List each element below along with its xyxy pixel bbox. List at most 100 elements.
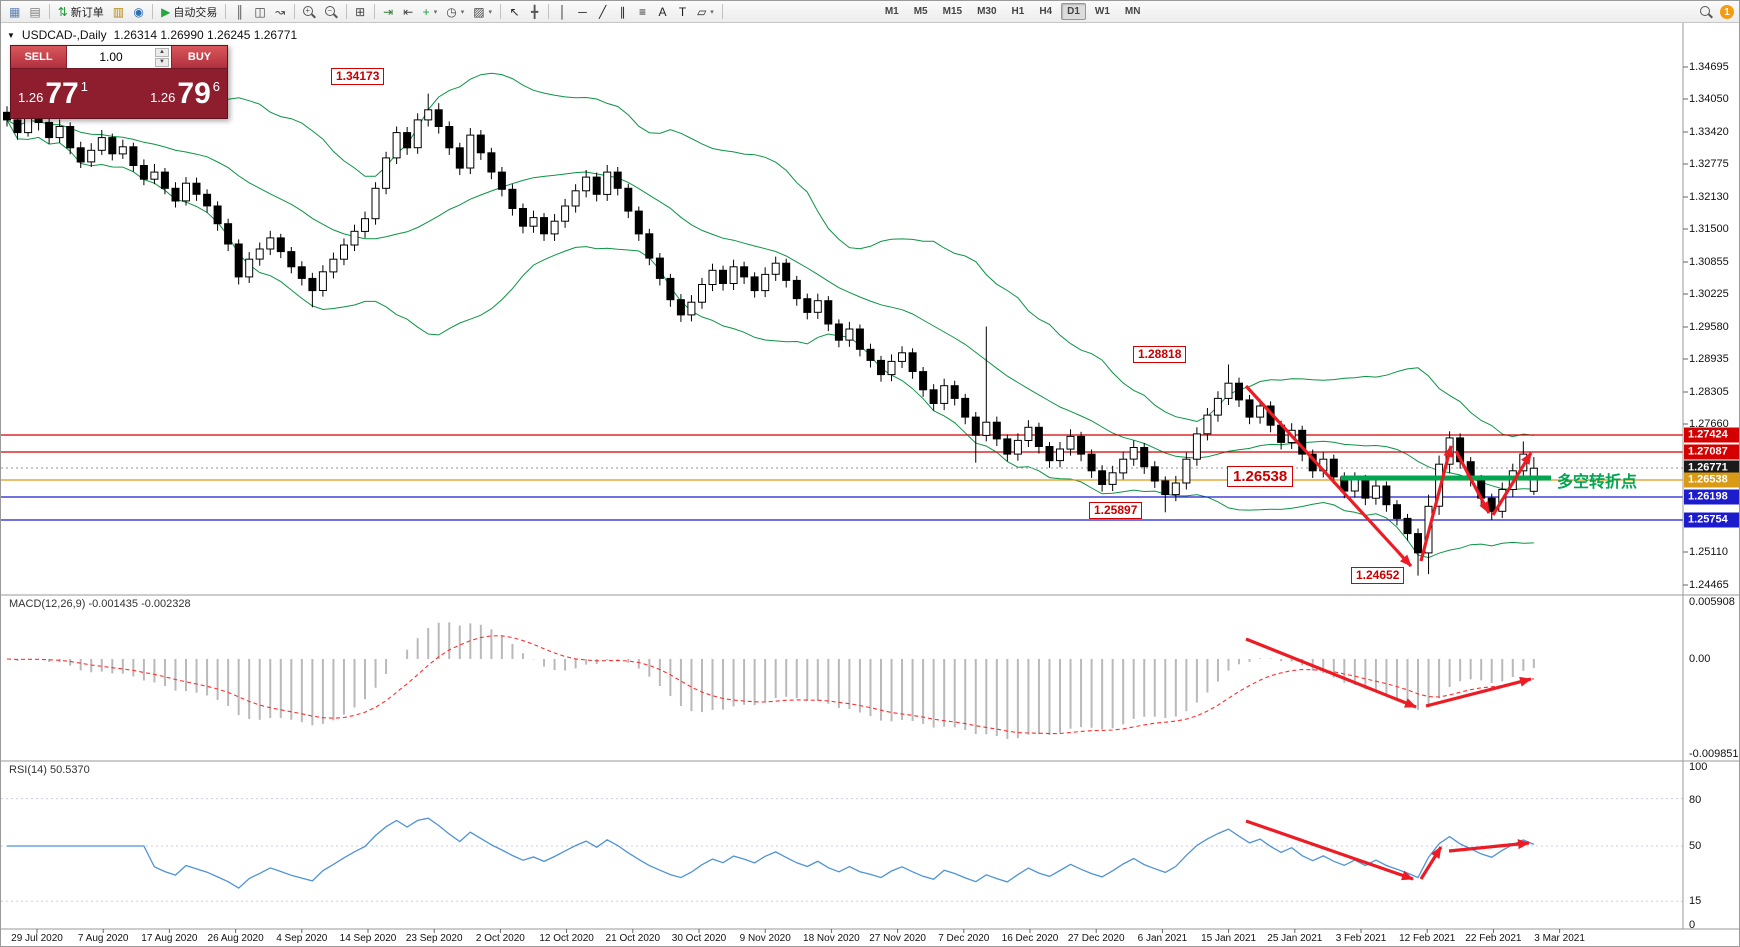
tile-windows-icon[interactable]: ⊞ bbox=[351, 3, 370, 21]
chart-profiles-icon: ▤ bbox=[29, 4, 41, 19]
ohlc-values: 1.26314 1.26990 1.26245 1.26771 bbox=[113, 28, 298, 42]
toolbar-separator bbox=[373, 4, 375, 19]
trendline-icon: ╱ bbox=[598, 4, 607, 19]
bars-chart-icon[interactable]: ║ bbox=[230, 3, 249, 21]
crosshair-icon: ╋ bbox=[530, 4, 539, 19]
volume-down-button[interactable]: ▼ bbox=[155, 57, 169, 67]
zoom-in-icon[interactable]: + bbox=[299, 3, 320, 21]
line-chart-icon[interactable]: ↝ bbox=[271, 3, 290, 21]
timeframe-m30[interactable]: M30 bbox=[977, 6, 997, 17]
chart-shift-icon: ⇤ bbox=[403, 4, 414, 19]
toolbar-separator bbox=[548, 4, 550, 19]
crosshair-icon[interactable]: ╋ bbox=[525, 3, 544, 21]
sell-price-pip: 1 bbox=[80, 78, 88, 94]
arrows-tool-button: ▱ bbox=[697, 4, 707, 19]
sell-price[interactable]: 1.26 77 1 bbox=[18, 76, 88, 110]
buy-button[interactable]: BUY bbox=[171, 46, 227, 68]
new-order-button[interactable]: ⇅ 新订单 bbox=[54, 3, 108, 21]
text-icon[interactable]: A bbox=[653, 3, 672, 21]
market-depth-icon[interactable]: ▥ bbox=[109, 3, 128, 21]
candlestick-chart-icon: ◫ bbox=[254, 4, 266, 19]
timeframe-m1[interactable]: M1 bbox=[884, 6, 899, 17]
toolbar-separator bbox=[225, 4, 227, 19]
trendline-icon[interactable]: ╱ bbox=[593, 3, 612, 21]
market-depth-icon: ▥ bbox=[112, 4, 125, 19]
cursor-icon: ↖ bbox=[509, 4, 520, 19]
arrows-tool-button[interactable]: ▱ ▾ bbox=[693, 3, 718, 21]
macd-signal-line bbox=[6, 635, 1534, 735]
toolbar-separator bbox=[500, 4, 502, 19]
timeframe-m15[interactable]: M15 bbox=[942, 6, 963, 17]
templates-button[interactable]: ▨ ▾ bbox=[469, 3, 496, 21]
rsi-arrows[interactable] bbox=[1245, 819, 1530, 881]
channel-icon[interactable]: ∥ bbox=[613, 3, 632, 21]
indicators-button[interactable]: + ▾ bbox=[419, 3, 442, 21]
chevron-down-icon: ▾ bbox=[433, 8, 438, 16]
text-label-icon[interactable]: T bbox=[673, 3, 692, 21]
rsi-levels bbox=[1, 798, 1683, 902]
toolbar-separator bbox=[48, 4, 50, 19]
trend-arrows[interactable] bbox=[1244, 384, 1533, 568]
vertical-line-icon[interactable]: │ bbox=[553, 3, 572, 21]
timeframe-d1[interactable]: D1 bbox=[1061, 3, 1086, 20]
bollinger-lower-band bbox=[6, 119, 1534, 559]
chevron-down-icon: ▾ bbox=[488, 8, 493, 16]
templates-button: ▨ bbox=[473, 4, 485, 19]
vertical-line-icon: │ bbox=[558, 4, 567, 19]
line-chart-icon: ↝ bbox=[275, 4, 286, 19]
zoom-out-icon[interactable]: − bbox=[321, 3, 342, 21]
chart-profiles-icon[interactable]: ▤ bbox=[25, 3, 44, 21]
channel-icon: ∥ bbox=[619, 4, 626, 19]
rsi-line bbox=[7, 817, 1535, 889]
chart-shift-icon[interactable]: ⇤ bbox=[399, 3, 418, 21]
autotrading-button[interactable]: ▶ 自动交易 bbox=[157, 3, 221, 21]
sell-button[interactable]: SELL bbox=[11, 46, 67, 68]
cursor-icon[interactable]: ↖ bbox=[505, 3, 524, 21]
toolbar-items: ▦ ▤ ⇅ 新订单 ▥ ◉ ▶ 自动交易 ║ ◫ ↝ + − ⊞ ⇥ ⇤ + ▾ ◷ ▾ ▨ ▾ ↖ ╋ │ ─ ╱ ∥ ≡ A T ▱ ▾ M1… bbox=[5, 3, 1147, 21]
volume-value[interactable]: 1.00 bbox=[99, 50, 123, 64]
fibonacci-icon[interactable]: ≡ bbox=[633, 3, 652, 21]
toolbar-right: 1 bbox=[1700, 1, 1734, 23]
timeframe-h4[interactable]: H4 bbox=[1039, 6, 1053, 17]
timeframe-h1[interactable]: H1 bbox=[1011, 6, 1025, 17]
timeframe-mn[interactable]: MN bbox=[1124, 6, 1141, 17]
timeframe-w1[interactable]: W1 bbox=[1094, 6, 1110, 17]
volume-up-button[interactable]: ▲ bbox=[155, 47, 169, 57]
new-chart-icon[interactable]: ▦ bbox=[5, 3, 24, 21]
candlestick-chart-icon[interactable]: ◫ bbox=[250, 3, 269, 21]
macd-label: MACD(12,26,9) -0.001435 -0.002328 bbox=[9, 598, 191, 610]
new-order-button: ⇅ bbox=[57, 4, 68, 19]
new-chart-icon: ▦ bbox=[9, 4, 21, 19]
toolbar-separator bbox=[152, 4, 154, 19]
horizontal-line-icon[interactable]: ─ bbox=[573, 3, 592, 21]
community-icon: ◉ bbox=[133, 4, 144, 19]
tile-windows-icon: ⊞ bbox=[355, 4, 366, 19]
periods-button[interactable]: ◷ ▾ bbox=[442, 3, 468, 21]
search-icon[interactable] bbox=[1700, 6, 1710, 16]
chevron-down-icon: ▾ bbox=[460, 8, 465, 16]
autotrading-button: ▶ bbox=[161, 4, 171, 19]
toolbar-separator bbox=[293, 4, 295, 19]
community-icon[interactable]: ◉ bbox=[129, 3, 148, 21]
volume-input[interactable]: 1.00 ▲ ▼ bbox=[67, 46, 171, 68]
buy-price[interactable]: 1.26 79 6 bbox=[150, 77, 220, 110]
notification-badge[interactable]: 1 bbox=[1720, 5, 1734, 19]
toolbar-separator bbox=[721, 4, 723, 19]
candles bbox=[3, 79, 1538, 576]
sell-price-big: 77 bbox=[45, 76, 79, 110]
horizontal-line-objects[interactable] bbox=[1, 434, 1683, 521]
chevron-down-icon: ▾ bbox=[710, 8, 714, 16]
periods-button: ◷ bbox=[446, 4, 457, 19]
timeframe-m5[interactable]: M5 bbox=[913, 6, 928, 17]
one-click-toggle-icon[interactable]: ▼ bbox=[7, 30, 15, 40]
main-toolbar: ▦ ▤ ⇅ 新订单 ▥ ◉ ▶ 自动交易 ║ ◫ ↝ + − ⊞ ⇥ ⇤ + ▾ ◷ ▾ ▨ ▾ ↖ ╋ │ ─ ╱ ∥ ≡ A T ▱ ▾ M1… bbox=[1, 1, 1739, 23]
indicators-button: + bbox=[422, 4, 430, 19]
auto-scroll-icon[interactable]: ⇥ bbox=[379, 3, 398, 21]
text-icon: A bbox=[658, 4, 667, 19]
macd-arrows[interactable] bbox=[1245, 637, 1532, 709]
toolbar-separator bbox=[345, 4, 347, 19]
turning-point-label[interactable]: 多空转折点 bbox=[1557, 474, 1638, 491]
autotrading-button-label: 自动交易 bbox=[173, 6, 218, 19]
